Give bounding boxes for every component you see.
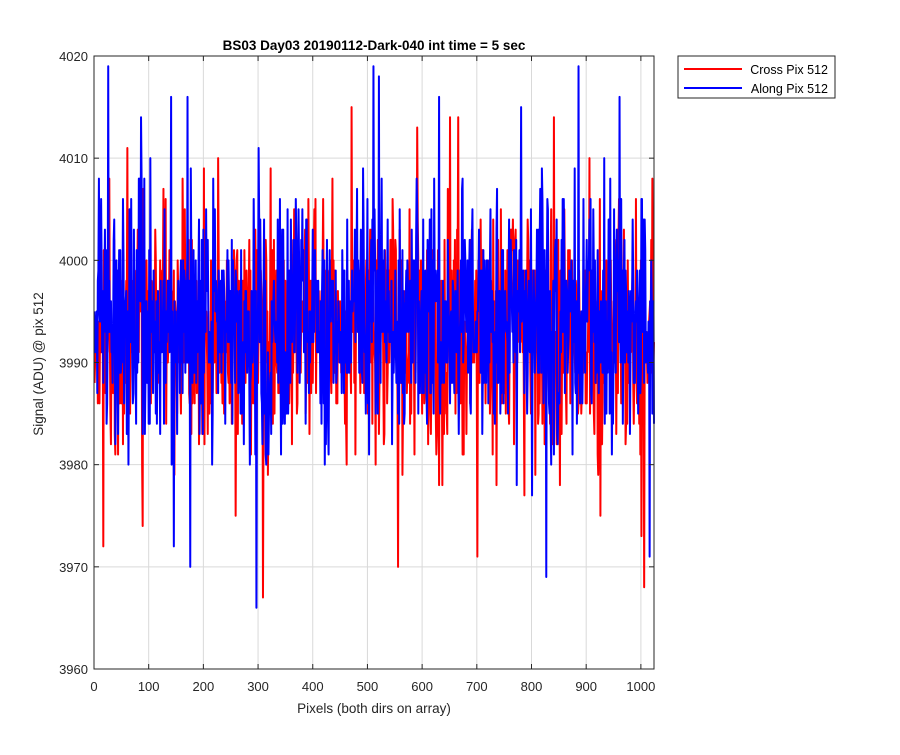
x-tick-label: 900 [575,679,597,694]
x-tick-label: 100 [138,679,160,694]
ticks: 0 100 200 300 400 500 600 700 800 900 1000 3960 3970… [59,49,655,694]
x-tick-label: 400 [302,679,324,694]
y-tick-label: 3990 [59,356,88,371]
x-tick-label: 500 [357,679,379,694]
legend-box [677,55,836,99]
y-tick-label: 3960 [59,662,88,677]
legend-label-along: Along Pix 512 [751,82,828,96]
y-tick-label: 4000 [59,253,88,268]
y-tick-label: 4010 [59,151,88,166]
series-layer [93,65,655,609]
y-tick-label: 3970 [59,560,88,575]
y-tick-label: 4020 [59,49,88,64]
y-axis-label: Signal (ADU) @ pix 512 [31,292,46,436]
legend[interactable]: Cross Pix 512 Along Pix 512 [677,55,836,99]
x-tick-label: 0 [90,679,97,694]
series-line-1 [93,65,655,609]
y-tick-label: 3980 [59,458,88,473]
x-tick-label: 1000 [626,679,655,694]
legend-label-cross: Cross Pix 512 [750,63,828,77]
x-tick-label: 800 [521,679,543,694]
x-tick-label: 700 [466,679,488,694]
x-tick-label: 600 [411,679,433,694]
x-tick-label: 200 [193,679,215,694]
x-axis-label: Pixels (both dirs on array) [297,701,451,716]
x-tick-label: 300 [247,679,269,694]
chart-title: BS03 Day03 20190112-Dark-040 int time = … [223,38,526,53]
